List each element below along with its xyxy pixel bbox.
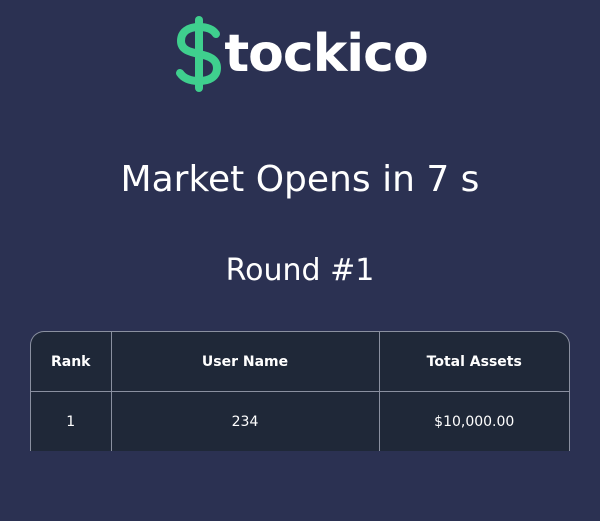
column-header-user-name: User Name [111, 332, 380, 392]
table-row: 1 234 $10,000.00 [31, 391, 569, 451]
market-countdown: Market Opens in 7 s [120, 159, 480, 200]
brand-name: tockico [224, 24, 428, 84]
dollar-sign-icon [176, 16, 222, 92]
leaderboard-table: Rank User Name Total Assets 1 234 $10,00… [30, 331, 570, 451]
cell-user-name: 234 [111, 391, 380, 451]
column-header-rank: Rank [31, 332, 112, 392]
cell-total-assets: $10,000.00 [434, 413, 515, 430]
cell-rank: 1 [31, 391, 112, 451]
column-header-total-assets: Total Assets [379, 332, 569, 392]
table-header-row: Rank User Name Total Assets [31, 332, 569, 392]
brand-logo: tockico [0, 14, 600, 94]
round-title: Round #1 [225, 253, 375, 288]
